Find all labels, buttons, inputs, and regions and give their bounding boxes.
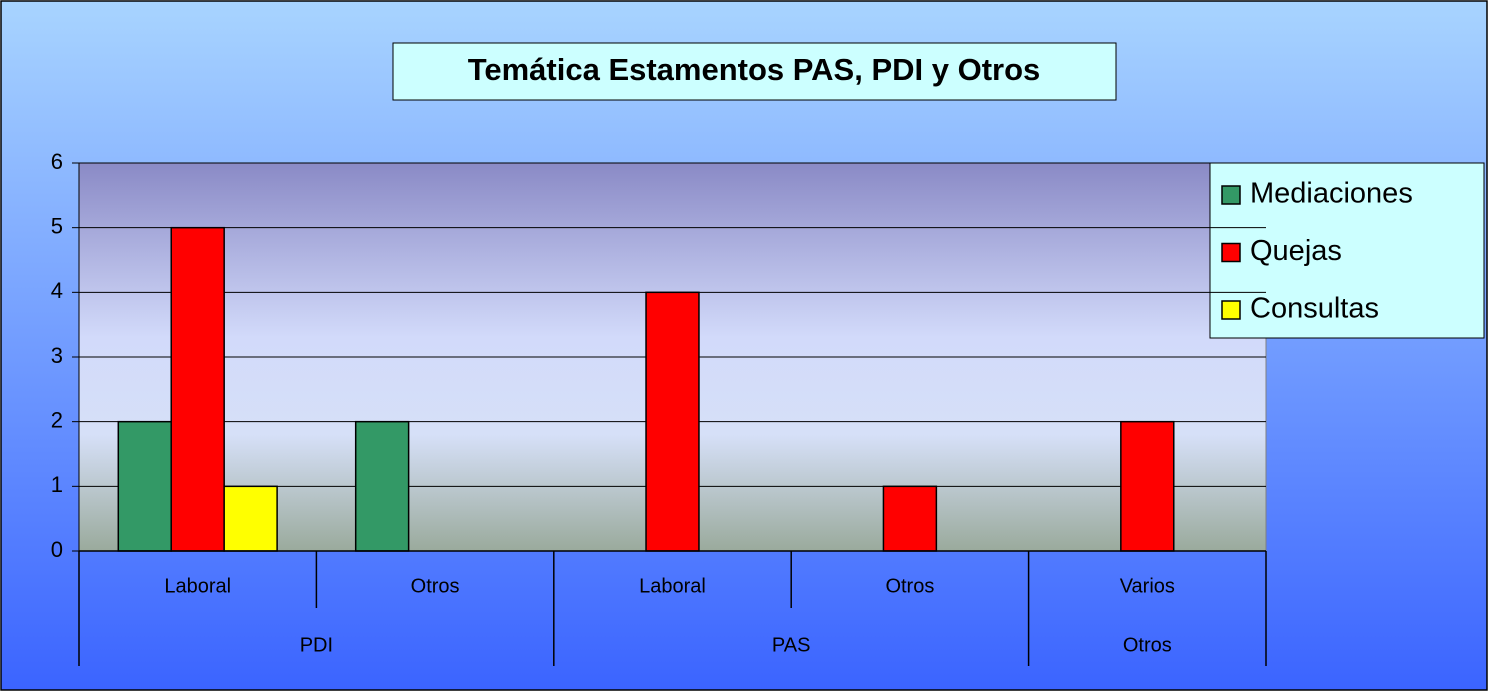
bar	[117, 420, 172, 552]
x-tick-label: Laboral	[164, 575, 231, 597]
x-tick-label: Otros	[885, 575, 934, 597]
legend-swatch	[1221, 242, 1241, 263]
bar	[170, 226, 225, 552]
chart-title: Temática Estamentos PAS, PDI y Otros	[468, 52, 1041, 87]
x-group-label: PDI	[300, 634, 333, 656]
bar	[645, 291, 700, 552]
y-tick-label: 6	[51, 149, 63, 174]
bar	[223, 485, 278, 552]
y-tick-label: 4	[51, 278, 63, 303]
title-box	[392, 42, 1117, 101]
x-tick-label: Varios	[1120, 575, 1175, 597]
x-tick-label: Laboral	[639, 575, 706, 597]
x-tick-label: Otros	[411, 575, 460, 597]
legend-swatch	[1221, 300, 1241, 320]
legend-label: Consultas	[1250, 293, 1379, 325]
y-tick-label: 2	[51, 407, 63, 432]
legend-box	[1209, 162, 1485, 339]
legend-label: Quejas	[1250, 235, 1342, 267]
legend-swatch	[1221, 185, 1241, 205]
y-tick-label: 0	[51, 537, 63, 562]
bar	[1120, 420, 1175, 552]
x-group-label: Otros	[1123, 634, 1172, 656]
y-tick-label: 3	[51, 343, 63, 368]
y-tick-label: 5	[51, 213, 63, 238]
y-tick-label: 1	[51, 472, 63, 497]
bar	[882, 485, 938, 552]
x-group-label: PAS	[772, 634, 811, 656]
legend-label: Mediaciones	[1250, 178, 1413, 210]
bar	[354, 420, 410, 552]
